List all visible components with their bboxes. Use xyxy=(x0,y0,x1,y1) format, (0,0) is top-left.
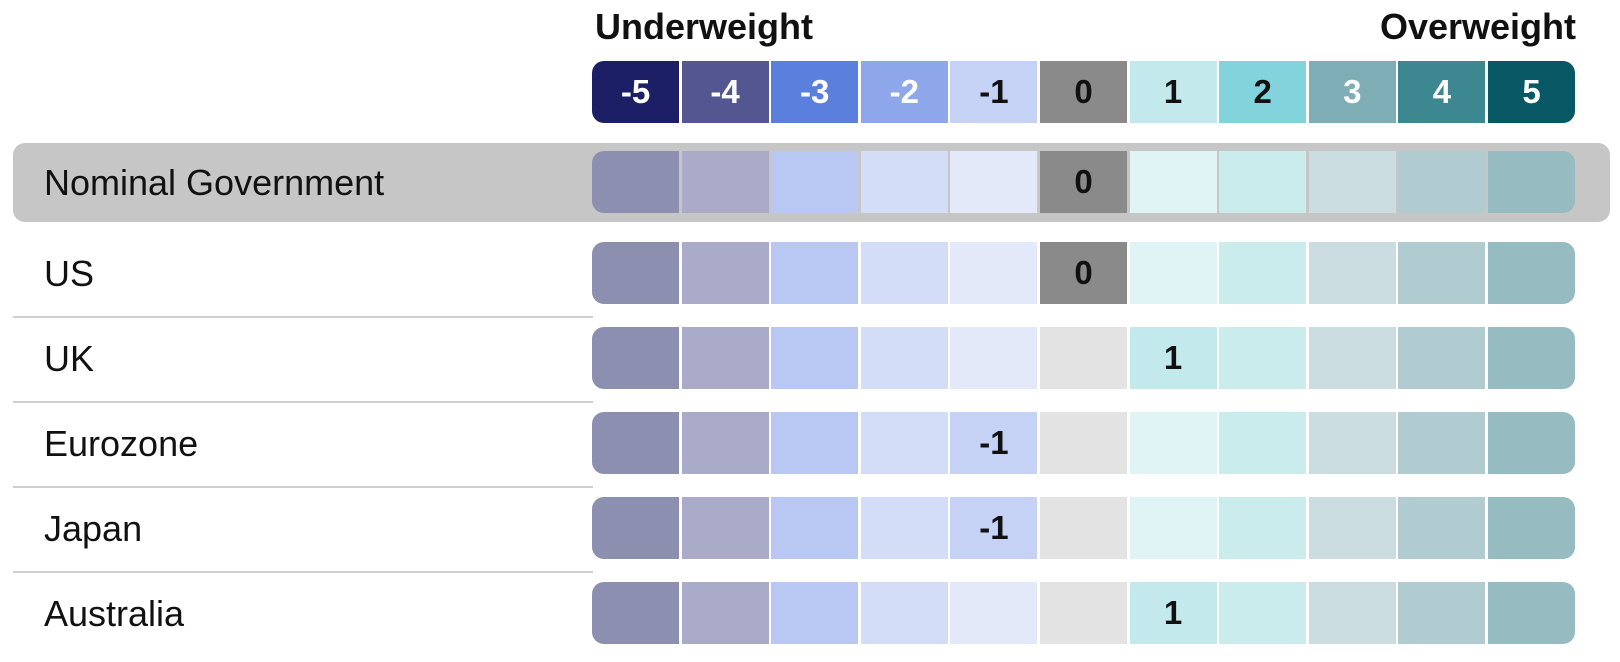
scale-bg-cell xyxy=(1129,242,1217,304)
scale-bg-cell xyxy=(681,242,769,304)
scale-bg-cell xyxy=(1219,497,1307,559)
row-divider xyxy=(13,401,593,403)
scale-bg-cell xyxy=(950,151,1038,213)
scale-bg-cell xyxy=(1308,242,1396,304)
scale-bg-cell xyxy=(1308,582,1396,644)
scale-bg-cell xyxy=(592,327,679,389)
scale-bg-cell xyxy=(1398,582,1486,644)
row-label: Japan xyxy=(44,508,143,549)
value-cell: 0 xyxy=(1040,151,1127,213)
scale-bg-cell xyxy=(1129,497,1217,559)
table-row: Japan -1 xyxy=(0,497,1620,559)
value-cell: -1 xyxy=(950,497,1038,559)
scale-cell-5: 5 xyxy=(1488,61,1575,123)
scale-bg-cell xyxy=(771,582,859,644)
scale-cell-3: 3 xyxy=(1308,61,1396,123)
scale-cell-1: 1 xyxy=(1129,61,1217,123)
scale-bg-cell xyxy=(1488,412,1575,474)
scale-bg-cell xyxy=(1488,582,1575,644)
scale-bg-cell xyxy=(1488,151,1575,213)
scale-bg-cell xyxy=(950,327,1038,389)
table-row: Eurozone -1 xyxy=(0,412,1620,474)
scale-cell-0: 0 xyxy=(1040,61,1127,123)
header-underweight: Underweight xyxy=(595,6,814,47)
row-label: Eurozone xyxy=(44,423,199,464)
scale-bg-cell xyxy=(1040,327,1127,389)
scale-bg-cell xyxy=(592,412,679,474)
scale-bg-cell xyxy=(771,151,859,213)
scale-bg-cell xyxy=(1398,497,1486,559)
scale-cell-minus-2: -2 xyxy=(860,61,948,123)
scale-bg-cell xyxy=(592,497,679,559)
row-label: Australia xyxy=(44,593,185,634)
scale-cell-minus-1: -1 xyxy=(950,61,1038,123)
scale-bg-cell xyxy=(860,242,948,304)
scale-bg-cell xyxy=(1488,497,1575,559)
scale-bg-cell xyxy=(1308,327,1396,389)
scale-bg-cell xyxy=(1040,497,1127,559)
table-row: US 0 xyxy=(0,242,1620,304)
table-row: Nominal Government 0 xyxy=(0,151,1620,213)
scale-bg-cell xyxy=(1488,242,1575,304)
row-label: UK xyxy=(44,338,95,379)
row-divider xyxy=(13,316,593,318)
scale-bg-cell xyxy=(592,242,679,304)
scale-bg-cell xyxy=(1398,327,1486,389)
scale-cell-minus-5: -5 xyxy=(592,61,679,123)
scale-bg-cell xyxy=(860,497,948,559)
scale-bg-cell xyxy=(1398,242,1486,304)
row-label: Nominal Government xyxy=(44,162,385,203)
scale-bg-cell xyxy=(950,582,1038,644)
scale-bg-cell xyxy=(1219,242,1307,304)
scale-bg-cell xyxy=(681,151,769,213)
scale-bg-cell xyxy=(771,242,859,304)
scale-bg-cell xyxy=(592,582,679,644)
scale-bg-cell xyxy=(860,412,948,474)
scale-header-row: -5 -4 -3 -2 -1 0 1 2 3 4 5 xyxy=(0,61,1620,123)
scale-bg-cell xyxy=(681,497,769,559)
scale-bg-cell xyxy=(1398,412,1486,474)
scale-bg-cell xyxy=(1308,412,1396,474)
scale-bg-cell xyxy=(860,327,948,389)
row-divider xyxy=(13,571,593,573)
scale-cell-minus-3: -3 xyxy=(771,61,859,123)
scale-cell-minus-4: -4 xyxy=(681,61,769,123)
scale-bg-cell xyxy=(1129,151,1217,213)
scale-bg-cell xyxy=(681,412,769,474)
scale-bg-cell xyxy=(950,242,1038,304)
scale-bg-cell xyxy=(681,327,769,389)
header-overweight: Overweight xyxy=(1379,6,1576,47)
scale-bg-cell xyxy=(860,151,948,213)
scale-cell-2: 2 xyxy=(1219,61,1307,123)
value-cell: 1 xyxy=(1129,582,1217,644)
scale-bg-cell xyxy=(1219,412,1307,474)
scale-bg-cell xyxy=(1129,412,1217,474)
scale-bg-cell xyxy=(771,327,859,389)
scale-bg-cell xyxy=(1040,582,1127,644)
scale-bg-cell xyxy=(1219,151,1307,213)
scale-bg-cell xyxy=(771,412,859,474)
table-row: Australia 1 xyxy=(0,582,1620,644)
scale-bg-cell xyxy=(1219,327,1307,389)
scale-bg-cell xyxy=(1308,151,1396,213)
scale-bg-cell xyxy=(1308,497,1396,559)
scale-bg-cell xyxy=(860,582,948,644)
value-cell: -1 xyxy=(950,412,1038,474)
scale-bg-cell xyxy=(1040,412,1127,474)
row-divider xyxy=(13,486,593,488)
scale-bg-cell xyxy=(771,497,859,559)
scale-bg-cell xyxy=(1488,327,1575,389)
scale-cell-4: 4 xyxy=(1398,61,1486,123)
table-row: UK 1 xyxy=(0,327,1620,389)
row-label: US xyxy=(44,253,95,294)
scale-bg-cell xyxy=(1398,151,1486,213)
scale-bg-cell xyxy=(592,151,679,213)
value-cell: 0 xyxy=(1040,242,1127,304)
scale-bg-cell xyxy=(681,582,769,644)
value-cell: 1 xyxy=(1129,327,1217,389)
scale-bg-cell xyxy=(1219,582,1307,644)
